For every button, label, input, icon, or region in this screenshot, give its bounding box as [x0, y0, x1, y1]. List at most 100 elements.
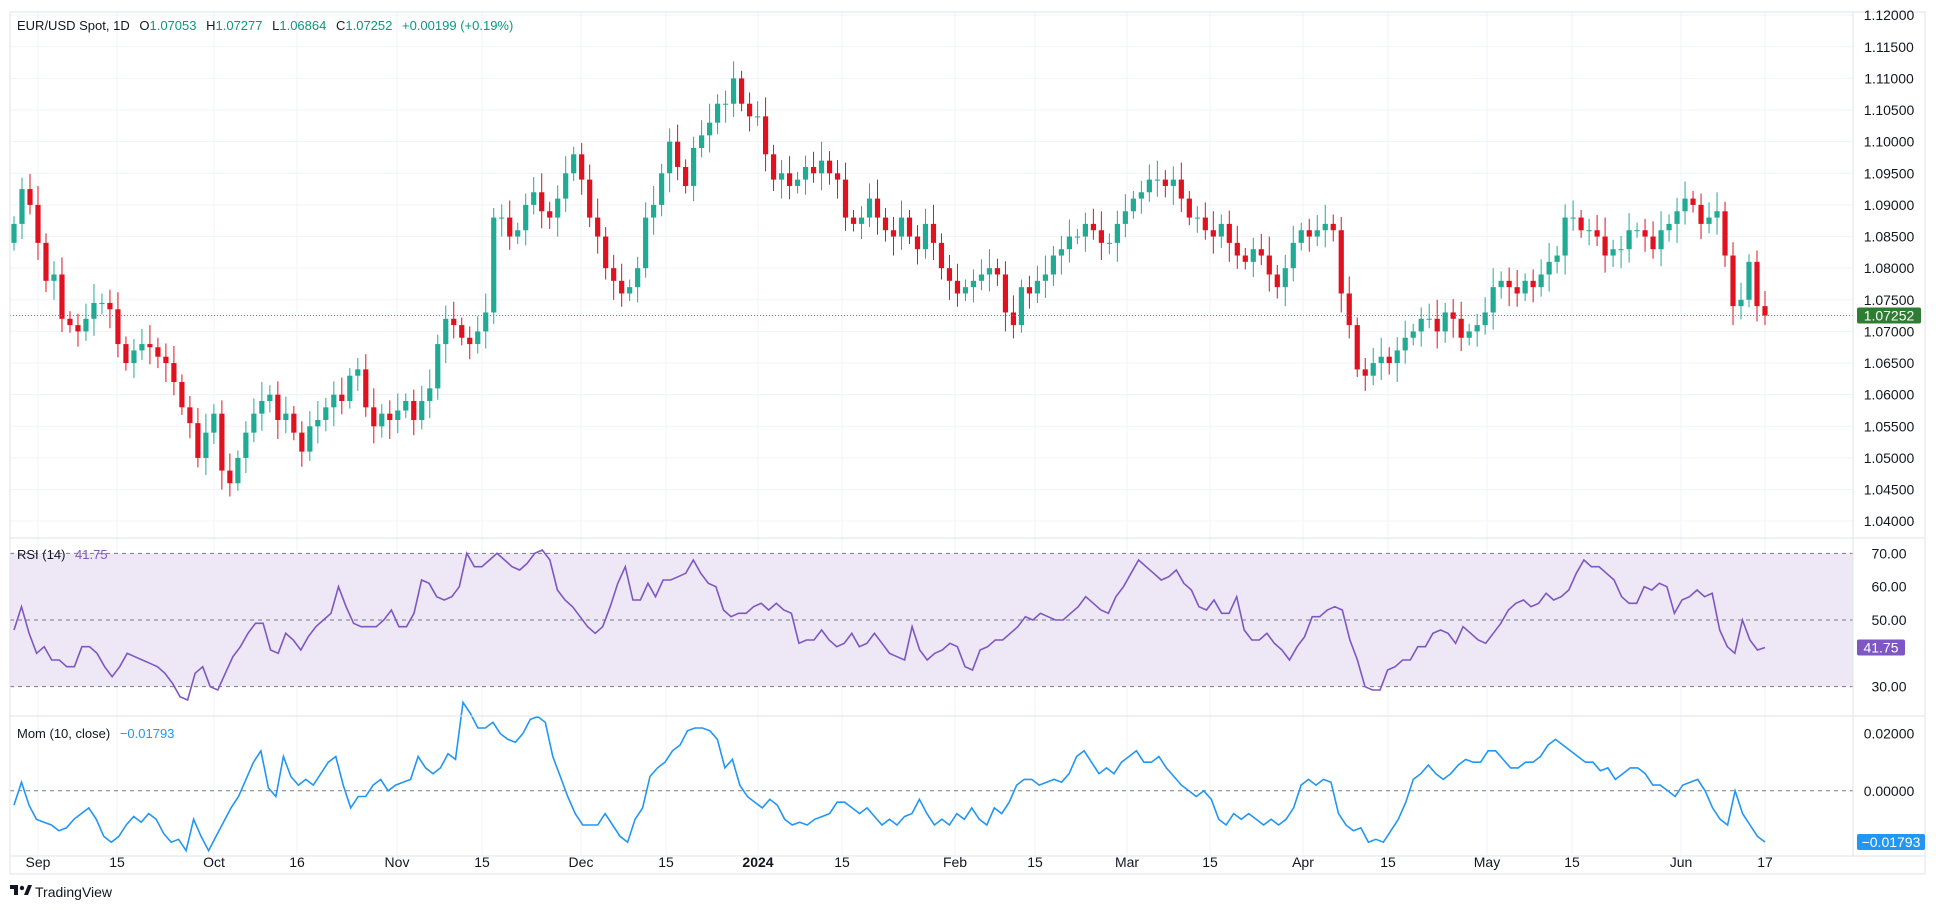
candle-body [515, 230, 521, 237]
candle-body [1514, 287, 1520, 294]
time-tick-label: 15 [474, 854, 490, 870]
candle-body [1154, 179, 1160, 181]
brand[interactable]: TradingView [10, 884, 113, 900]
candle-body [1002, 274, 1009, 313]
candle-body [1354, 325, 1360, 370]
brand-name: TradingView [35, 884, 113, 900]
low-label: L [272, 18, 279, 33]
momentum-tick-label: 0.02000 [1864, 726, 1915, 742]
candle-body [691, 147, 697, 186]
time-tick-label: 15 [658, 854, 674, 870]
candle-body [403, 401, 409, 411]
candle-body [547, 211, 553, 218]
momentum-pane[interactable] [10, 700, 1853, 853]
momentum-value-tag: −0.01793 [1857, 833, 1925, 850]
time-tick-label: 15 [834, 854, 850, 870]
candle-body [1242, 255, 1248, 262]
time-axis[interactable]: Sep 15 Oct 16 Nov 15 Dec 15 2024 15 Feb 15 Mar 15 Apr 1… [26, 854, 1773, 870]
momentum-legend[interactable]: Mom (10, close) −0.01793 [17, 726, 174, 741]
symbol-legend[interactable]: EUR/USD Spot, 1D O1.07053 H1.07277 L1.06… [17, 18, 513, 33]
candle-body [499, 217, 505, 219]
candle-body [1090, 223, 1096, 231]
candle-body [1426, 318, 1432, 320]
rsi-axis[interactable]: 70.00 60.00 50.00 30.00 [1871, 545, 1906, 694]
candle-body [163, 356, 169, 364]
candle-body [75, 325, 81, 332]
momentum-title[interactable]: Mom (10, close) [17, 726, 110, 741]
rsi-title[interactable]: RSI (14) [17, 547, 65, 562]
price-tick-label: 1.04500 [1864, 482, 1915, 498]
candle-body [1146, 179, 1152, 193]
candle-body [1170, 179, 1176, 186]
price-tick-label: 1.06500 [1864, 355, 1915, 371]
candle-body [579, 154, 585, 180]
candle-body [43, 242, 49, 281]
price-tick-label: 1.10000 [1864, 134, 1915, 150]
rsi-legend[interactable]: RSI (14) 41.75 [17, 547, 108, 562]
rsi-tick-label: 70.00 [1871, 545, 1906, 561]
momentum-value-axis-label: −0.01793 [1862, 834, 1921, 850]
time-tick-label: 15 [109, 854, 125, 870]
candle-body [475, 331, 481, 345]
candle-body [1546, 261, 1552, 275]
candle-body [1250, 249, 1256, 262]
candle-body [203, 432, 209, 458]
interval[interactable]: 1D [113, 18, 130, 33]
candle-body [1506, 280, 1512, 288]
symbol-name[interactable]: EUR/USD Spot [17, 18, 106, 33]
candle-body [1762, 306, 1768, 316]
candle-body [1282, 268, 1288, 288]
candle-body [603, 236, 609, 269]
candle-body [219, 413, 225, 471]
candle-body [1162, 179, 1168, 186]
candle-body [1226, 223, 1232, 243]
time-tick-label: Feb [943, 854, 967, 870]
candle-body [235, 457, 241, 484]
candle-body [155, 347, 161, 357]
candle-body [810, 166, 817, 174]
time-tick-label: Oct [203, 854, 225, 870]
candle-body [1122, 211, 1128, 224]
momentum-axis[interactable]: 0.02000 0.00000 [1864, 726, 1915, 799]
price-tick-label: 1.11500 [1864, 39, 1914, 55]
candle-body [195, 423, 201, 458]
candle-body [714, 103, 721, 123]
candle-body [874, 198, 881, 218]
candle-body [970, 280, 977, 288]
candle-body [419, 401, 425, 420]
tradingview-logo-icon [10, 885, 32, 895]
candle-body [1210, 230, 1216, 237]
price-tick-label: 1.05500 [1864, 418, 1915, 434]
open-label: O [139, 18, 149, 33]
candle-body [1034, 280, 1041, 294]
rsi-pane[interactable] [10, 549, 1853, 702]
candle-body [1642, 230, 1648, 237]
candle-body [1410, 331, 1416, 338]
candle-body [1394, 350, 1400, 364]
rsi-tick-label: 60.00 [1871, 579, 1906, 595]
candle-body [411, 401, 417, 420]
candle-body [467, 337, 473, 345]
time-tick-label: 15 [1564, 854, 1580, 870]
candle-body [283, 413, 289, 420]
candle-body [1106, 242, 1112, 244]
candle-body [1522, 280, 1528, 294]
price-pane[interactable] [10, 61, 1853, 497]
price-tick-label: 1.10500 [1864, 102, 1915, 118]
candle-body [147, 344, 153, 348]
rsi-value-axis-label: 41.75 [1863, 640, 1898, 656]
price-axis[interactable]: 1.04000 1.04500 1.05000 1.05500 1.06000 1.065… [1864, 7, 1915, 529]
low-value: 1.06864 [279, 18, 326, 33]
candle-body [978, 274, 985, 281]
candle-body [1306, 230, 1312, 237]
price-tick-label: 1.04000 [1864, 513, 1915, 529]
candle-body [1578, 217, 1584, 231]
candle-body [643, 217, 649, 269]
candle-body [435, 344, 441, 389]
candle-body [555, 198, 561, 218]
candle-body [834, 173, 841, 180]
candle-body [51, 274, 57, 281]
candle-body [1714, 211, 1720, 218]
change-value: +0.00199 (+0.19%) [402, 18, 513, 33]
